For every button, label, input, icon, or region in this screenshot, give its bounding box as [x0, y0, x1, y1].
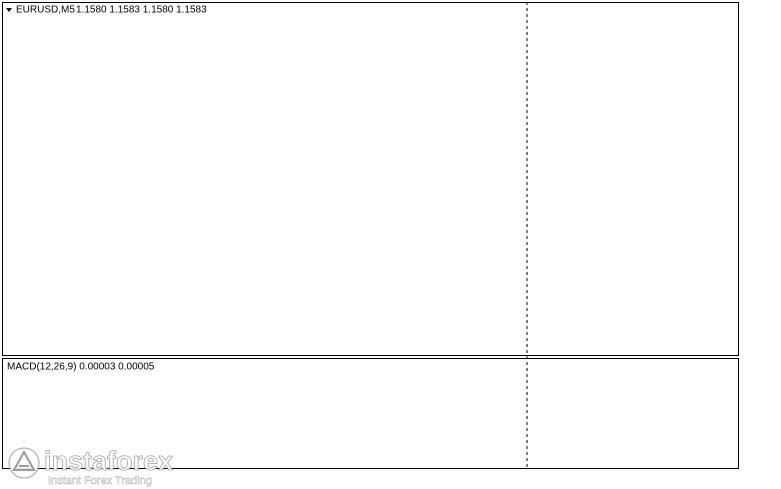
- watermark-tagline: Instant Forex Trading: [48, 475, 152, 487]
- watermark-brand: instaforex: [44, 446, 173, 476]
- macd-title: MACD(12,26,9) 0.00003 0.00005: [7, 362, 155, 373]
- macd-frame: [2, 358, 739, 469]
- ohlc: 1.1580 1.1583 1.1580 1.1583: [76, 5, 207, 16]
- chart-title: EURUSD,M5: [16, 5, 75, 16]
- logo-mark: [12, 449, 36, 471]
- symbol-menu[interactable]: [6, 8, 12, 12]
- price-frame: [2, 2, 739, 356]
- watermark: instaforex Instant Forex Trading: [8, 446, 173, 487]
